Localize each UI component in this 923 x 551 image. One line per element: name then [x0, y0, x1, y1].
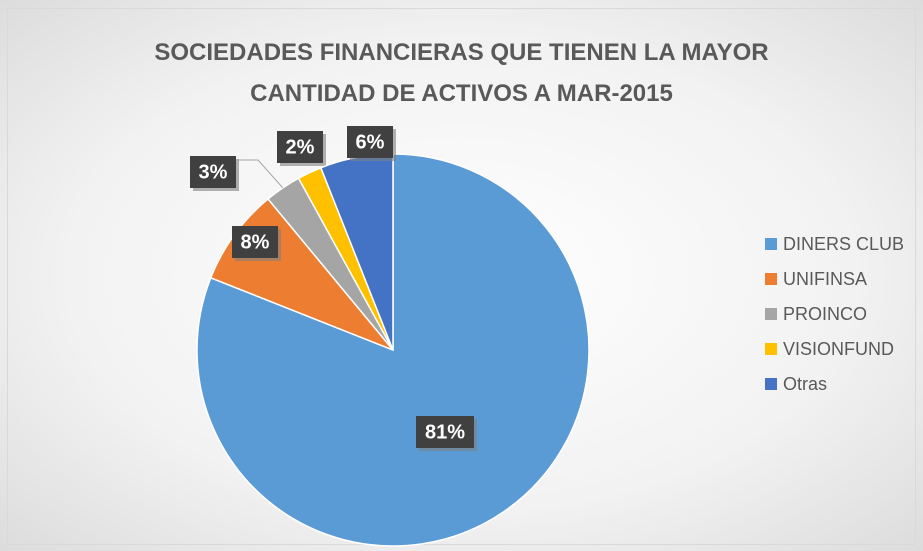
- label-box: [232, 226, 278, 258]
- legend-label: UNIFINSA: [783, 269, 867, 289]
- data-label: 6%: [356, 131, 385, 153]
- legend-label: Otras: [783, 374, 827, 394]
- data-label: 3%: [199, 161, 228, 183]
- label-box: [277, 131, 323, 163]
- data-label: 8%: [241, 231, 270, 253]
- legend-label: VISIONFUND: [783, 339, 894, 359]
- data-label: 81%: [425, 421, 465, 443]
- frame: [7, 8, 916, 545]
- legend-label: PROINCO: [783, 304, 867, 324]
- label-box: [190, 156, 236, 188]
- legend-swatch: [765, 273, 777, 285]
- legend-swatch: [765, 308, 777, 320]
- legend-label: DINERS CLUB: [783, 234, 904, 254]
- leader-line: [238, 159, 284, 189]
- chart-title: SOCIEDADES FINANCIERAS QUE TIENEN LA MAY…: [154, 39, 769, 107]
- label-box: [347, 126, 393, 158]
- legend-swatch: [765, 343, 777, 355]
- legend-swatch: [765, 378, 777, 390]
- data-label: 2%: [286, 136, 315, 158]
- legend-swatch: [765, 238, 777, 250]
- label-box: [416, 416, 474, 448]
